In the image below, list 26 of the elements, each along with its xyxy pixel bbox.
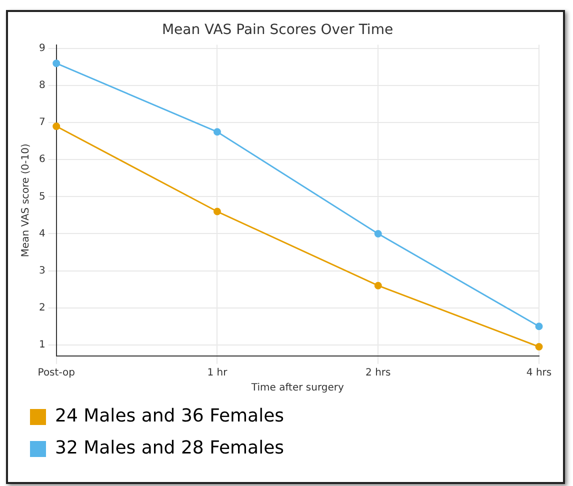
y-tick-label: 4 — [38, 228, 46, 240]
x-tick-label: 1 hr — [207, 368, 228, 379]
legend-label: 32 Males and 28 Females — [55, 438, 284, 459]
chart-title: Mean VAS Pain Scores Over Time — [162, 22, 394, 38]
y-axis-title: Mean VAS score (0-10) — [20, 144, 32, 258]
y-tick-label: 1 — [38, 339, 46, 350]
y-tick-label: 7 — [38, 117, 46, 128]
point — [374, 230, 382, 238]
point — [213, 128, 221, 136]
x-tick-label: 2 hrs — [366, 368, 391, 379]
x-tick-label: Post-op — [38, 368, 75, 379]
y-tick-label: 6 — [38, 154, 46, 166]
y-tick-label: 2 — [38, 302, 46, 314]
point — [213, 208, 221, 216]
point — [535, 322, 543, 330]
point — [52, 122, 60, 130]
y-tick-label: 8 — [38, 80, 46, 92]
y-tick-label: 9 — [38, 43, 46, 54]
point — [52, 60, 60, 68]
x-tick-label: 4 hrs — [526, 368, 552, 379]
point — [374, 282, 382, 290]
point — [535, 342, 543, 350]
y-tick-label: 3 — [38, 265, 46, 276]
x-axis-title: Time after surgery — [250, 382, 344, 394]
y-tick-label: 5 — [38, 191, 46, 202]
legend-label: 24 Males and 36 Females — [55, 406, 284, 427]
